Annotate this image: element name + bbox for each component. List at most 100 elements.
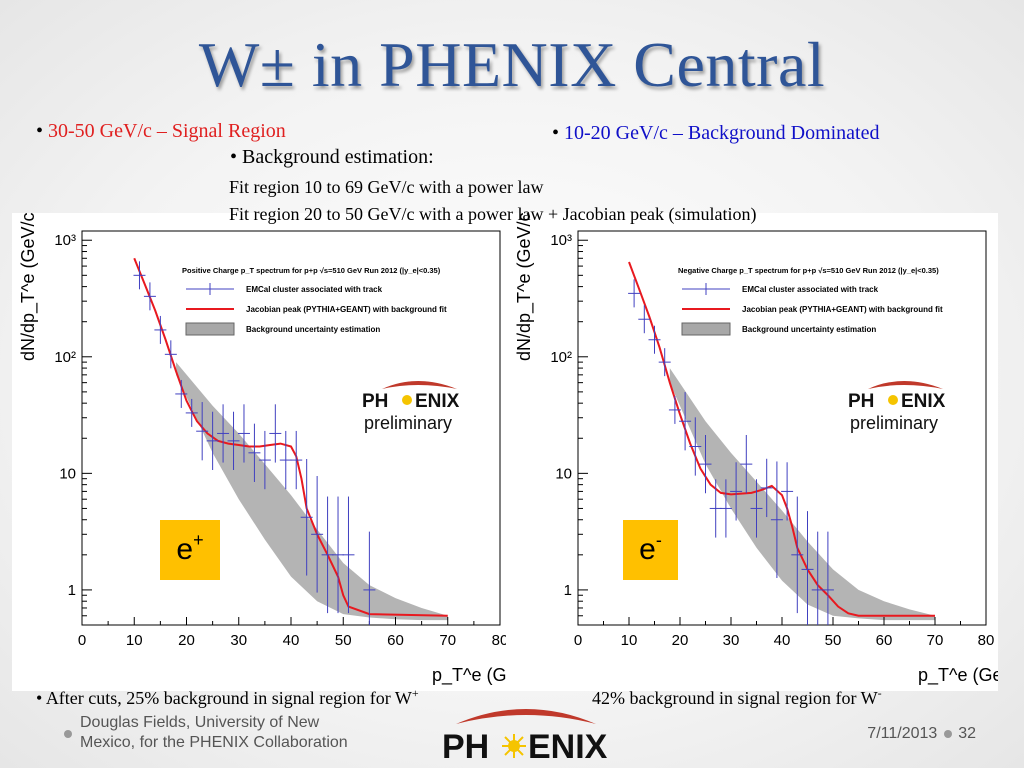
background-uncertainty-band	[176, 362, 448, 621]
x-tick-label: 50	[335, 632, 352, 649]
legend-title: Positive Charge p_T spectrum for p+p √s=…	[182, 266, 441, 275]
phenix-logo: PH ENIX	[442, 709, 608, 766]
positive-charge-plot: 0 10 20 30 40 50 60 70 80 1 10 10² 10³ Positive Charg…	[12, 182, 548, 691]
y-tick-label: 10³	[550, 232, 572, 249]
background-estimation-text: Background estimation:	[242, 146, 434, 168]
charge-label-sup: -	[655, 529, 662, 550]
preliminary-label: preliminary	[850, 413, 938, 433]
bullet-signal-region: • 30-50 GeV/c – Signal Region	[36, 120, 286, 143]
preliminary-arc-icon	[868, 381, 943, 389]
y-tick-label: 10²	[54, 349, 76, 366]
data-point	[668, 395, 681, 424]
footer-dot-right	[943, 729, 952, 738]
bullet-background-dominated: • 10-20 GeV/c – Background Dominated	[552, 122, 880, 145]
footer-date-page: 7/11/2013 32	[867, 725, 976, 743]
data-point	[185, 398, 198, 427]
charge-label-positive: e +	[160, 520, 220, 580]
logo-text-left: PH	[442, 728, 489, 766]
charge-label-sup: +	[193, 529, 204, 550]
after-cuts-right-text: 42% background in signal region for W	[592, 688, 878, 708]
preliminary-arc-icon	[382, 381, 457, 389]
data-point	[791, 496, 804, 614]
charge-label-negative: e-	[623, 520, 678, 580]
data-point	[760, 458, 773, 518]
fit-region-line-1: Fit region 10 to 69 GeV/c with a power l…	[229, 177, 544, 197]
legend-entry: Jacobian peak (PYTHIA+GEANT) with backgr…	[742, 305, 943, 314]
data-point	[133, 261, 146, 290]
data-point	[196, 402, 209, 461]
bullet-background-estimation: • Background estimation:	[230, 146, 434, 169]
data-point	[679, 392, 692, 451]
footer-dot-left	[64, 730, 72, 738]
data-point	[699, 434, 712, 494]
data-point	[206, 411, 219, 470]
preliminary-star-icon	[888, 395, 898, 405]
bullet-dot: •	[36, 688, 46, 708]
data-point	[821, 531, 834, 625]
data-point	[658, 348, 671, 377]
data-point	[648, 325, 661, 354]
x-tick-label: 10	[621, 632, 638, 649]
legend-entry: Background uncertainty estimation	[246, 325, 380, 334]
x-tick-label: 50	[825, 632, 842, 649]
charge-label-text: e	[639, 533, 656, 566]
data-point	[248, 423, 261, 482]
x-tick-label: 0	[574, 632, 582, 649]
data-point	[154, 315, 167, 344]
legend-entry: EMCal cluster associated with track	[742, 285, 879, 294]
x-tick-label: 20	[672, 632, 689, 649]
y-tick-label: 10²	[550, 349, 572, 366]
data-point	[363, 531, 376, 625]
data-point	[750, 479, 763, 538]
data-point	[311, 476, 324, 593]
data-point	[143, 282, 156, 311]
logo-text-right: ENIX	[528, 728, 608, 766]
after-cuts-right-sup: -	[877, 686, 882, 700]
after-cuts-left: • After cuts, 25% background in signal r…	[36, 686, 419, 709]
after-cuts-right: 42% background in signal region for W-	[592, 686, 882, 709]
footer-author-line-2: Mexico, for the PHENIX Collaboration	[80, 734, 348, 751]
data-point	[719, 479, 732, 538]
data-point	[740, 434, 753, 494]
data-point	[217, 404, 230, 463]
legend-marker-band	[681, 322, 731, 336]
fit-region-line-2: Fit region 20 to 50 GeV/c with a power l…	[229, 204, 757, 224]
preliminary-brand-left: PH	[362, 391, 388, 412]
data-point	[709, 479, 722, 538]
background-dominated-text: 10-20 GeV/c – Background Dominated	[564, 122, 880, 144]
after-cuts-left-sup: +	[411, 686, 419, 700]
x-tick-label: 60	[876, 632, 893, 649]
x-tick-label: 40	[283, 632, 300, 649]
data-point	[164, 340, 177, 369]
y-axis-label: dN/dp_T^e (GeV/c)^-1	[18, 213, 39, 361]
x-tick-label: 20	[178, 632, 195, 649]
preliminary-brand-right: ENIX	[415, 391, 460, 412]
logo-star-icon	[502, 734, 526, 758]
charge-label-text: e	[176, 533, 194, 566]
x-tick-label: 70	[927, 632, 944, 649]
data-point	[227, 411, 240, 470]
negative-charge-plot: 0 10 20 30 40 50 60 70 80 1 10 10² 10³ Negative Charg…	[506, 182, 1024, 691]
data-point	[811, 531, 824, 625]
x-tick-label: 80	[978, 632, 995, 649]
x-tick-label: 30	[230, 632, 247, 649]
y-tick-label: 10	[555, 465, 572, 482]
legend: Negative Charge p_T spectrum for p+p √s=…	[678, 266, 943, 336]
y-tick-label: 10³	[54, 232, 76, 249]
data-point	[175, 379, 188, 408]
x-tick-label: 60	[387, 632, 404, 649]
footer-page: 32	[958, 725, 976, 742]
positive-charge-chart: 0 10 20 30 40 50 60 70 80 1 10 10² 10³ Positive Charg…	[18, 182, 548, 686]
data-point	[730, 462, 743, 521]
legend-entry: Background uncertainty estimation	[742, 325, 876, 334]
bullet-dot: •	[552, 122, 565, 144]
data-point	[321, 496, 334, 614]
data-point	[689, 417, 702, 476]
preliminary-brand-left: PH	[848, 391, 874, 412]
preliminary-brand-right: ENIX	[901, 391, 946, 412]
footer-date: 7/11/2013	[867, 725, 938, 742]
y-tick-label: 10	[59, 465, 76, 482]
data-point	[332, 496, 345, 614]
